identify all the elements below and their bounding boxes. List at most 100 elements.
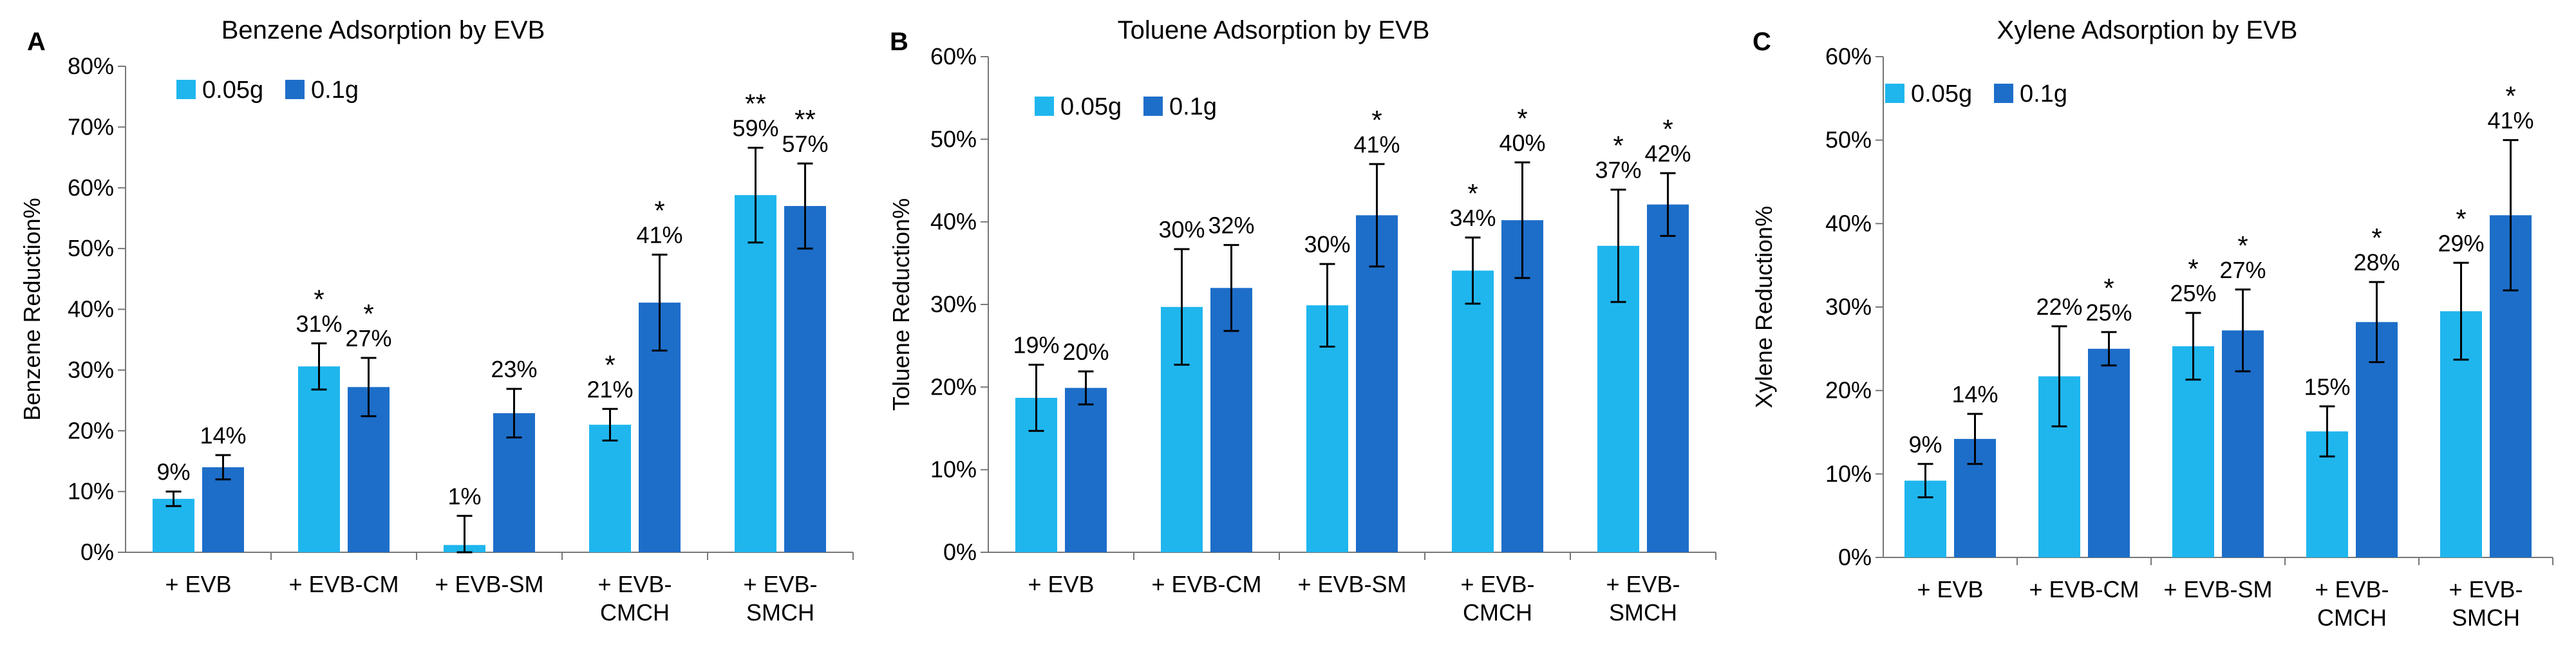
data-label: 9% [1908, 431, 1942, 458]
data-label: 57% [782, 131, 828, 157]
data-label: 25% [2170, 280, 2216, 306]
y-tick-label: 60% [68, 174, 114, 201]
bar [1210, 288, 1252, 552]
legend-swatch [176, 80, 196, 99]
significance-label: * [605, 350, 615, 380]
category-label: + EVB [1917, 576, 1983, 602]
significance-label: * [1371, 105, 1382, 135]
significance-label: * [2188, 254, 2198, 284]
category-label: + EVB- [1460, 571, 1534, 597]
significance-label: * [2456, 203, 2466, 234]
significance-label: * [2505, 81, 2515, 111]
data-label: 19% [1013, 332, 1059, 359]
panel-toluene: B Toluene Adsorption by EVB 0% 10% 20% 30% 40%… [888, 16, 1716, 626]
category-label: + EVB- [743, 571, 817, 597]
data-label: 41% [1353, 131, 1400, 158]
category-label: SMCH [746, 599, 814, 626]
data-label: 27% [2219, 257, 2266, 283]
significance-label: * [1613, 131, 1623, 161]
y-tick-label: 70% [68, 113, 114, 140]
data-label: 21% [587, 376, 633, 402]
y-tick-label: 40% [1825, 210, 1872, 236]
data-label: 9% [156, 459, 190, 485]
data-label: 40% [1499, 129, 1545, 156]
data-label: 34% [1449, 205, 1496, 231]
bar [1452, 270, 1494, 552]
y-tick-label: 0% [1838, 544, 1872, 570]
y-tick-label: 40% [68, 296, 114, 322]
data-label: 30% [1304, 231, 1350, 257]
panel-benzene: A Benzene Adsorption by EVB 0% 10% 20% 30% 40%… [19, 16, 854, 626]
legend-label: 0.1g [2020, 80, 2067, 107]
y-tick-label: 60% [1825, 43, 1872, 70]
category-label: SMCH [1609, 599, 1677, 626]
category-label: + EVB- [1606, 571, 1680, 597]
panel-letter: B [890, 28, 908, 56]
data-label: 41% [636, 222, 682, 248]
category-label: + EVB- [597, 571, 672, 597]
bar [589, 424, 631, 552]
y-tick-label: 50% [68, 235, 114, 261]
y-axis-title: Benzene Reduction% [19, 198, 45, 420]
category-label: + EVB- [2449, 576, 2523, 602]
y-tick-label: 10% [1825, 460, 1872, 487]
significance-label: * [1467, 178, 1478, 209]
significance-label: ** [794, 104, 816, 135]
category-label: + EVB-CM [2029, 576, 2139, 602]
significance-label: * [2237, 230, 2248, 261]
legend-swatch [1143, 97, 1163, 116]
data-label: 27% [345, 325, 391, 351]
data-label: 28% [2353, 249, 2400, 275]
y-tick-label: 60% [930, 43, 977, 70]
category-label: + EVB-CM [1151, 571, 1261, 597]
y-tick-label: 50% [1825, 127, 1872, 153]
data-label: 32% [1208, 212, 1254, 239]
bar [202, 467, 244, 552]
y-tick-label: 80% [68, 53, 114, 79]
data-label: 42% [1644, 140, 1691, 167]
y-tick-label: 40% [930, 209, 977, 235]
y-axis-title: Xylene Reduction% [1751, 206, 1777, 408]
data-label: 41% [2487, 107, 2534, 134]
category-label: SMCH [2452, 604, 2520, 631]
y-tick-label: 20% [1825, 377, 1872, 404]
panel-letter: A [27, 28, 46, 56]
significance-label: * [363, 299, 373, 329]
category-label: + EVB-CM [288, 571, 399, 597]
category-label: + EVB [165, 571, 231, 597]
significance-label: ** [745, 88, 766, 118]
significance-label: * [2371, 223, 2382, 253]
data-label: 14% [1951, 381, 1998, 407]
y-tick-label: 20% [930, 373, 977, 400]
category-label: + EVB-SM [435, 571, 543, 597]
legend-swatch [1994, 84, 2013, 103]
data-label: 30% [1158, 216, 1205, 243]
category-label: CMCH [600, 599, 670, 626]
data-label: 25% [2085, 299, 2132, 326]
data-label: 22% [2036, 294, 2082, 320]
bar [735, 195, 776, 552]
category-label: + EVB [1028, 571, 1094, 597]
significance-label: * [1517, 103, 1527, 133]
data-label: 37% [1595, 157, 1641, 183]
data-label: 14% [200, 422, 246, 449]
significance-label: * [314, 284, 324, 314]
category-label: CMCH [2317, 604, 2387, 631]
bar [784, 206, 826, 552]
data-label: 31% [296, 310, 342, 337]
data-label: 29% [2438, 230, 2484, 256]
data-label: 1% [447, 483, 481, 509]
category-label: + EVB-SM [1297, 571, 1406, 597]
legend-swatch [285, 80, 305, 99]
legend-swatch [1885, 84, 1904, 103]
bar [2088, 348, 2130, 557]
panel-xylene: C Xylene Adsorption by EVB 0% 10% 20% 30% 40% 5… [1751, 16, 2553, 631]
legend-label: 0.05g [1911, 80, 1972, 107]
category-label: + EVB-SM [2163, 576, 2272, 602]
y-tick-label: 10% [930, 456, 977, 483]
bar [298, 366, 340, 552]
bar [1647, 204, 1689, 552]
bar [153, 498, 194, 552]
category-label: + EVB- [2315, 576, 2389, 602]
